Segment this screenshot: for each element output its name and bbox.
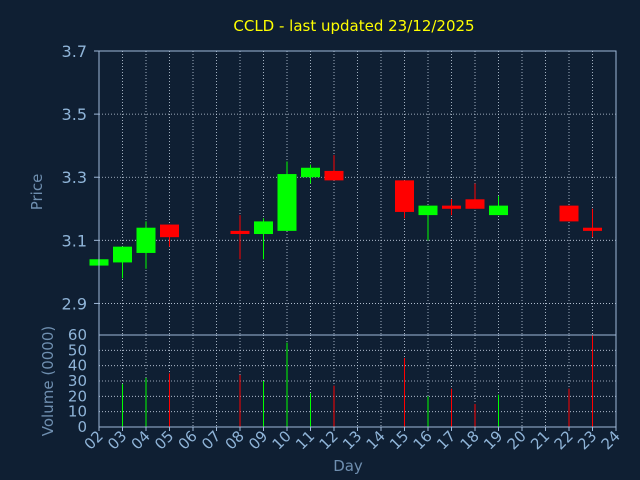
- volume-tick-label: 30: [68, 372, 87, 390]
- price-tick-label: 3.3: [62, 168, 87, 187]
- chart-title: CCLD - last updated 23/12/2025: [233, 17, 474, 35]
- candle-body: [442, 205, 461, 209]
- candle-body: [324, 170, 344, 181]
- volume-tick-label: 0: [77, 418, 87, 436]
- price-axis-label: Price: [28, 174, 46, 211]
- candle-body: [301, 167, 320, 178]
- volume-panel-frame: [98, 334, 617, 428]
- volume-axis-label: Volume (0000): [39, 326, 57, 436]
- volume-tick-label: 50: [68, 341, 87, 359]
- candle-body: [136, 227, 156, 253]
- candle-body: [254, 221, 273, 235]
- volume-tick-label: 40: [68, 357, 87, 375]
- price-tick-label: 2.9: [62, 294, 87, 313]
- candle-body: [583, 227, 602, 231]
- price-tick-label: 3.5: [62, 105, 87, 124]
- candle-body: [418, 205, 438, 216]
- candle-body: [465, 199, 485, 209]
- candle-body: [160, 224, 179, 238]
- candle-body: [559, 205, 579, 222]
- volume-tick-label: 20: [68, 387, 87, 405]
- price-tick-label: 3.7: [62, 42, 87, 61]
- candle-body: [230, 230, 250, 235]
- volume-tick-label: 60: [68, 326, 87, 344]
- candle-body: [113, 246, 132, 263]
- candle-body: [489, 205, 508, 216]
- x-axis-label: Day: [333, 457, 363, 475]
- price-tick-label: 3.1: [62, 231, 87, 250]
- volume-tick-label: 10: [68, 403, 87, 421]
- candle-body: [395, 180, 414, 212]
- candle-body: [277, 174, 297, 231]
